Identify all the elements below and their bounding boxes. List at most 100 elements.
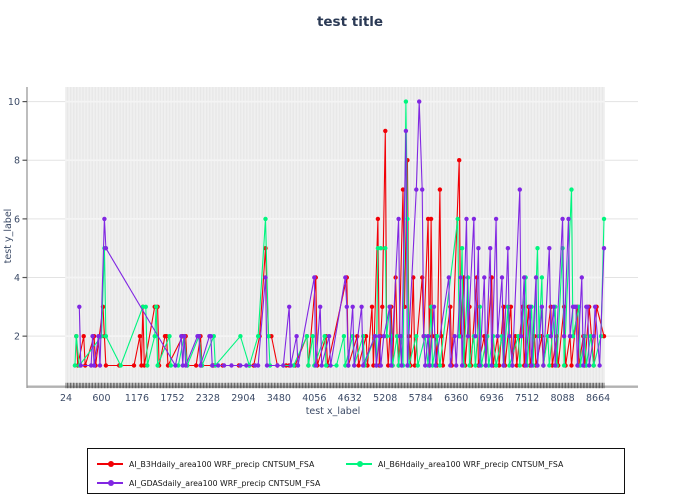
data-point <box>464 216 469 222</box>
legend-marker-green <box>356 461 363 467</box>
data-point <box>405 363 410 368</box>
data-point <box>601 246 607 251</box>
data-point <box>319 363 324 368</box>
data-point <box>425 334 431 339</box>
data-point <box>477 363 482 368</box>
data-point <box>91 363 97 368</box>
data-point <box>482 275 487 280</box>
legend-item-b6h: AI_B6Hdaily_area100 WRF_precip CNTSUM_FS… <box>346 458 563 470</box>
legend-item-gdas: AI_GDASdaily_area100 WRF_precip CNTSUM_F… <box>97 477 320 489</box>
data-point <box>102 216 107 222</box>
data-point <box>96 334 101 339</box>
data-point <box>346 363 351 368</box>
legend-item-b3h: AI_B3Hdaily_area100 WRF_precip CNTSUM_FS… <box>97 458 314 470</box>
data-point <box>510 363 515 368</box>
x-tick-label: 2904 <box>231 393 255 404</box>
x-tick-label: 5208 <box>373 393 397 404</box>
data-point <box>198 363 203 368</box>
plot-area: 2 4 6 8 10 24 600 1176 1752 2328 2904 3480 4056 4632 5… <box>3 87 638 417</box>
data-point <box>567 334 573 339</box>
data-point <box>452 334 457 339</box>
data-point <box>383 246 388 251</box>
data-point <box>465 334 471 339</box>
x-tick-label: 1176 <box>125 393 149 404</box>
data-point <box>569 187 574 192</box>
data-point <box>137 334 143 339</box>
data-point <box>493 363 499 368</box>
y-axis-ticks: 2 4 6 8 10 <box>8 97 27 343</box>
data-point <box>535 246 540 251</box>
legend-label-gdas: AI_GDASdaily_area100 WRF_precip CNTSUM_F… <box>129 478 321 488</box>
data-point <box>431 304 437 309</box>
data-point <box>263 216 268 222</box>
legend-label-b6h: AI_B6Hdaily_area100 WRF_precip CNTSUM_FS… <box>378 459 564 469</box>
data-point <box>229 363 234 368</box>
data-point <box>415 363 420 368</box>
x-tick-label: 6936 <box>480 393 504 404</box>
data-point <box>359 304 364 309</box>
data-point <box>244 363 249 368</box>
x-tick-label: 5784 <box>409 393 433 404</box>
legend: AI_B3Hdaily_area100 WRF_precip CNTSUM_FS… <box>87 448 625 494</box>
data-point <box>585 304 590 309</box>
data-point <box>517 187 522 192</box>
x-tick-label: 3480 <box>267 393 291 404</box>
data-point <box>287 304 292 309</box>
legend-line-sample-purple <box>97 480 123 486</box>
data-point <box>483 363 488 368</box>
x-tick-label: 4632 <box>338 393 362 404</box>
data-point <box>264 363 270 368</box>
x-tick-label: 1752 <box>160 393 184 404</box>
data-point <box>155 363 160 368</box>
data-point <box>548 334 553 339</box>
data-point <box>377 334 382 339</box>
data-point <box>421 334 426 339</box>
data-point <box>587 363 592 368</box>
x-tick-label: 24 <box>60 393 72 404</box>
data-point <box>471 216 477 222</box>
data-point <box>288 363 293 368</box>
data-point <box>118 363 123 368</box>
data-point <box>519 334 524 339</box>
data-point <box>221 363 227 368</box>
data-point <box>295 363 301 368</box>
data-point <box>417 99 422 104</box>
data-point <box>304 334 310 339</box>
data-point <box>437 363 443 368</box>
x-tick-label: 7512 <box>515 393 539 404</box>
data-point <box>437 187 443 192</box>
data-point <box>399 363 404 368</box>
data-point <box>569 363 574 368</box>
x-tick-label: 6360 <box>444 393 468 404</box>
data-point <box>488 246 493 251</box>
data-point <box>310 334 315 339</box>
data-point <box>328 363 333 368</box>
chart-title: test title <box>316 14 384 30</box>
legend-marker-red <box>107 461 114 467</box>
data-point <box>323 363 329 368</box>
data-point <box>420 187 425 192</box>
data-point <box>505 246 511 251</box>
data-point <box>97 363 103 368</box>
data-point <box>597 363 602 368</box>
legend-line-sample-green <box>346 461 372 467</box>
data-point <box>369 304 375 309</box>
data-point <box>103 334 109 339</box>
data-point <box>547 246 552 251</box>
data-point <box>591 334 596 339</box>
data-point <box>592 304 598 309</box>
data-point <box>380 304 385 309</box>
data-point <box>499 275 505 280</box>
data-point <box>78 363 84 368</box>
data-point <box>575 363 580 368</box>
data-point <box>539 275 545 280</box>
data-point <box>473 334 478 339</box>
data-point <box>517 363 522 368</box>
data-point <box>350 304 355 309</box>
data-point <box>387 304 392 309</box>
data-point <box>403 128 409 134</box>
data-point <box>414 187 419 192</box>
data-point <box>154 304 159 309</box>
